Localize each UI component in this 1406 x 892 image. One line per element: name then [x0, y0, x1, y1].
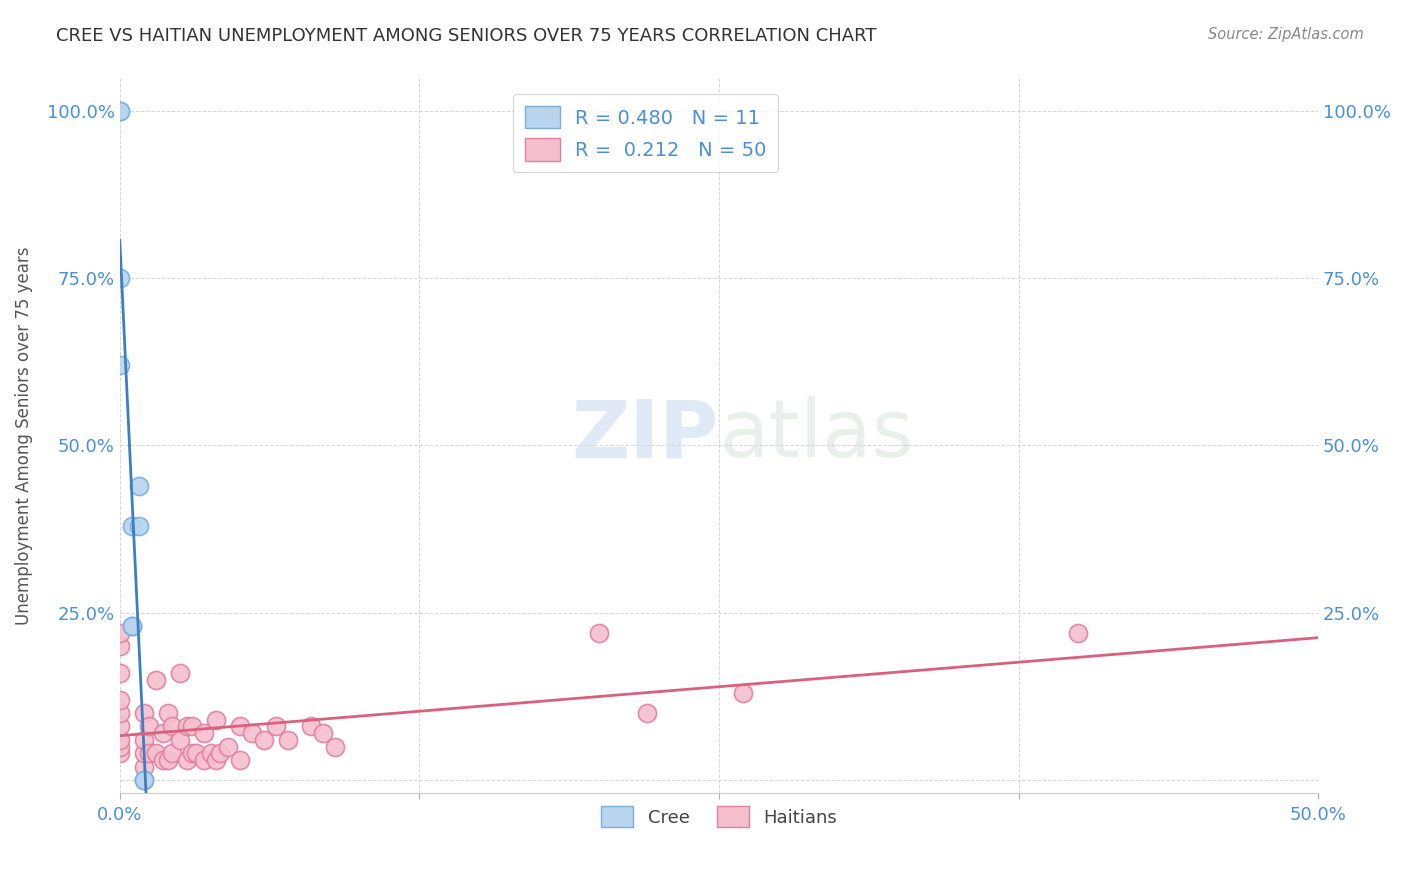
Point — [176, 719, 198, 733]
Point — [193, 726, 215, 740]
Point — [145, 673, 167, 687]
Point — [108, 271, 131, 285]
Point — [152, 726, 174, 740]
Point — [121, 518, 143, 533]
Point — [169, 732, 191, 747]
Point — [132, 746, 155, 760]
Point — [108, 739, 131, 754]
Point — [108, 103, 131, 118]
Point — [108, 625, 131, 640]
Point — [156, 706, 179, 720]
Point — [180, 746, 202, 760]
Point — [186, 746, 208, 760]
Point — [108, 103, 131, 118]
Text: Source: ZipAtlas.com: Source: ZipAtlas.com — [1208, 27, 1364, 42]
Text: CREE VS HAITIAN UNEMPLOYMENT AMONG SENIORS OVER 75 YEARS CORRELATION CHART: CREE VS HAITIAN UNEMPLOYMENT AMONG SENIO… — [56, 27, 877, 45]
Point — [588, 625, 610, 640]
Point — [228, 753, 250, 767]
Point — [132, 759, 155, 773]
Point — [121, 619, 143, 633]
Point — [264, 719, 287, 733]
Point — [180, 719, 202, 733]
Point — [152, 753, 174, 767]
Point — [276, 732, 298, 747]
Point — [204, 713, 226, 727]
Point — [128, 478, 150, 492]
Point — [108, 639, 131, 653]
Point — [108, 746, 131, 760]
Point — [312, 726, 335, 740]
Point — [108, 706, 131, 720]
Point — [200, 746, 222, 760]
Point — [108, 665, 131, 680]
Point — [145, 746, 167, 760]
Point — [731, 686, 754, 700]
Point — [217, 739, 239, 754]
Point — [128, 518, 150, 533]
Point — [1067, 625, 1090, 640]
Point — [169, 665, 191, 680]
Point — [138, 719, 160, 733]
Text: atlas: atlas — [718, 396, 914, 475]
Point — [204, 753, 226, 767]
Point — [121, 619, 143, 633]
Point — [162, 719, 184, 733]
Point — [132, 772, 155, 787]
Point — [176, 753, 198, 767]
Y-axis label: Unemployment Among Seniors over 75 years: Unemployment Among Seniors over 75 years — [15, 246, 32, 624]
Legend: Cree, Haitians: Cree, Haitians — [593, 799, 845, 834]
Point — [132, 732, 155, 747]
Point — [636, 706, 658, 720]
Point — [162, 746, 184, 760]
Point — [108, 732, 131, 747]
Point — [325, 739, 347, 754]
Point — [252, 732, 274, 747]
Point — [138, 746, 160, 760]
Point — [132, 772, 155, 787]
Text: ZIP: ZIP — [572, 396, 718, 475]
Point — [240, 726, 263, 740]
Point — [301, 719, 323, 733]
Point — [228, 719, 250, 733]
Point — [193, 753, 215, 767]
Point — [108, 692, 131, 706]
Point — [108, 358, 131, 372]
Point — [132, 706, 155, 720]
Point — [156, 753, 179, 767]
Point — [108, 719, 131, 733]
Point — [209, 746, 232, 760]
